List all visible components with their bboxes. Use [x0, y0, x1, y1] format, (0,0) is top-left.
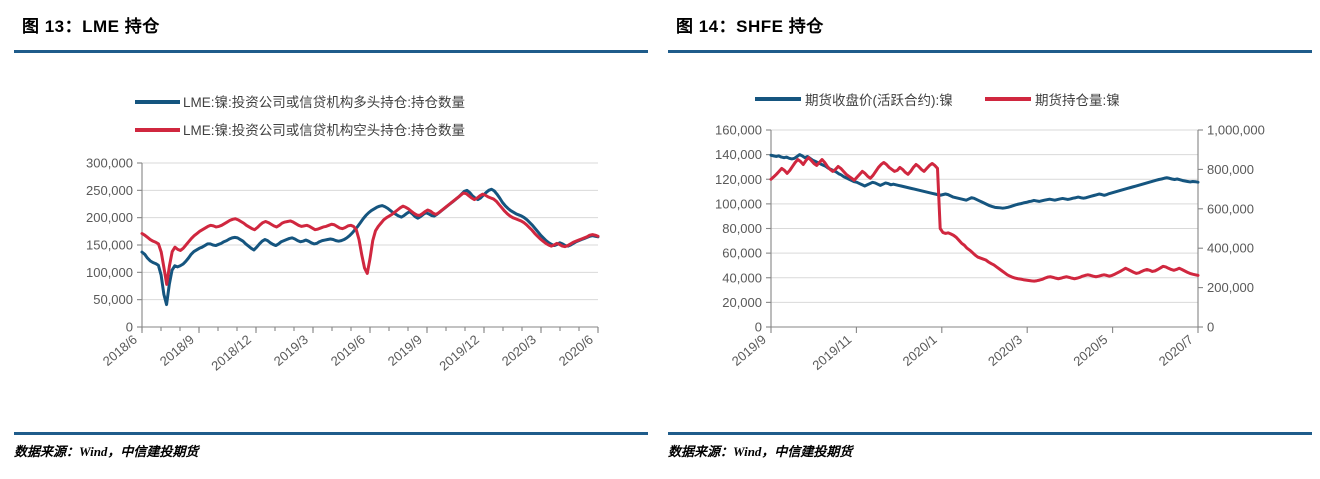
xtick-label-2: 2018/12	[208, 332, 254, 374]
ytick-label-3: 150,000	[86, 238, 133, 253]
ytick-label-2: 100,000	[86, 265, 133, 280]
figure-panel-shfe: 图 14：SHFE 持仓 期货收盘价(活跃合约):镍 期货持仓量:镍 0 20,000…	[660, 0, 1320, 479]
title-divider-shfe	[668, 50, 1312, 53]
y2tick-label-3: 600,000	[1207, 201, 1254, 216]
legend-label-1: 期货持仓量:镍	[1035, 92, 1120, 108]
xtick-label-4: 2020/5	[1070, 332, 1110, 369]
xtick-label-1: 2019/11	[809, 332, 854, 373]
y2tick-label-1: 200,000	[1207, 280, 1254, 295]
xtick-label-5: 2019/9	[385, 332, 425, 369]
source-note-shfe: 数据来源：Wind，中信建投期货	[668, 444, 853, 459]
ytick-label-1: 20,000	[722, 295, 762, 310]
y2tick-label-0: 0	[1207, 320, 1214, 335]
ytick-label-6: 120,000	[715, 172, 762, 187]
chart-svg-shfe: 期货收盘价(活跃合约):镍 期货持仓量:镍 0 20,000 40,000 60,000 8…	[715, 92, 1265, 373]
xtick-label-4: 2019/6	[328, 332, 368, 369]
xtick-label-2: 2020/1	[900, 332, 940, 369]
chart-shfe-holdings: 期货收盘价(活跃合约):镍 期货持仓量:镍 0 20,000 40,000 60,000 8…	[660, 56, 1320, 428]
ytick-label-7: 140,000	[715, 147, 762, 162]
ytick-label-4: 200,000	[86, 210, 133, 225]
series-line-0	[769, 153, 1200, 210]
chart-svg-lme: LME:镍:投资公司或信贷机构多头持仓:持仓数量 LME:镍:投资公司或信贷机构空…	[86, 94, 600, 374]
ytick-label-1: 50,000	[93, 292, 133, 307]
ytick-label-6: 300,000	[86, 156, 133, 171]
ytick-label-0: 0	[755, 320, 762, 335]
ytick-label-2: 40,000	[722, 270, 762, 285]
xtick-label-0: 2019/9	[729, 332, 769, 369]
figure-panel-lme: 图 13：LME 持仓 LME:镍:投资公司或信贷机构多头持仓:持仓数量 LME:…	[0, 17, 660, 459]
title-divider-lme	[14, 50, 648, 53]
ytick-label-5: 100,000	[715, 196, 762, 211]
xtick-label-3: 2020/3	[985, 332, 1025, 369]
xtick-label-5: 2020/7	[1156, 332, 1196, 369]
source-divider-lme	[14, 432, 648, 435]
source-divider-shfe	[668, 432, 1312, 435]
page-title-shfe: 图 14：SHFE 持仓	[676, 17, 824, 36]
chart-lme-holdings: LME:镍:投资公司或信贷机构多头持仓:持仓数量 LME:镍:投资公司或信贷机构空…	[0, 56, 660, 428]
legend-label-1: LME:镍:投资公司或信贷机构空头持仓:持仓数量	[183, 123, 465, 138]
y2tick-label-4: 800,000	[1207, 162, 1254, 177]
source-note-lme: 数据来源：Wind，中信建投期货	[14, 444, 199, 459]
xtick-label-7: 2020/3	[499, 332, 539, 369]
series-line-0	[140, 187, 600, 307]
ytick-label-8: 160,000	[715, 123, 762, 138]
xtick-label-6: 2019/12	[436, 332, 482, 374]
series-line-1	[140, 191, 600, 286]
xtick-label-8: 2020/6	[556, 332, 596, 369]
ytick-label-0: 0	[126, 320, 133, 335]
y2tick-label-2: 400,000	[1207, 241, 1254, 256]
legend-label-0: LME:镍:投资公司或信贷机构多头持仓:持仓数量	[183, 94, 465, 110]
series-line-1	[769, 156, 1200, 283]
xtick-label-0: 2018/6	[100, 332, 140, 369]
xtick-label-3: 2019/3	[271, 332, 311, 369]
ytick-label-3: 60,000	[722, 246, 762, 261]
legend-label-0: 期货收盘价(活跃合约):镍	[805, 92, 953, 108]
xtick-label-1: 2018/9	[157, 332, 197, 369]
y2tick-label-5: 1,000,000	[1207, 123, 1265, 138]
page-title-lme: 图 13：LME 持仓	[22, 17, 160, 36]
ytick-label-5: 250,000	[86, 183, 133, 198]
ytick-label-4: 80,000	[722, 221, 762, 236]
